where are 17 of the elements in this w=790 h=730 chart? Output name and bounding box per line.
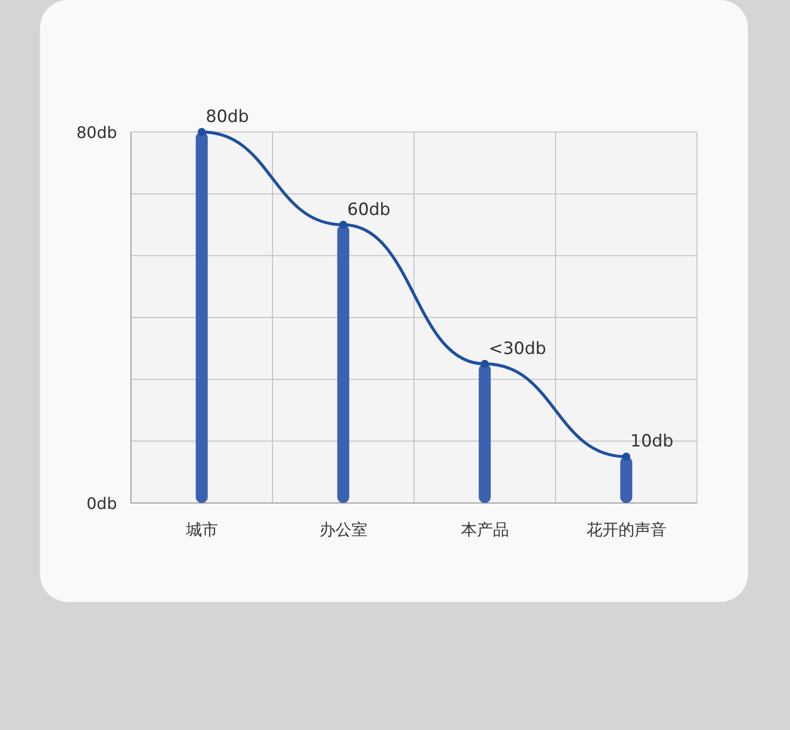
bar xyxy=(196,132,208,503)
point xyxy=(622,452,630,461)
bar xyxy=(620,456,632,503)
bar xyxy=(478,364,491,503)
data-label: 80db xyxy=(206,107,249,127)
data-label: 10db xyxy=(630,432,674,452)
x-tick-label: 花开的声音 xyxy=(586,520,666,539)
data-label: 60db xyxy=(347,200,390,220)
x-tick-label: 办公室 xyxy=(319,520,368,539)
point xyxy=(198,128,206,136)
point xyxy=(339,220,348,229)
bar xyxy=(337,224,350,503)
point xyxy=(480,360,489,368)
x-tick-label: 本产品 xyxy=(460,520,509,539)
x-tick-label: 城市 xyxy=(184,520,218,539)
y-tick-label: 0db xyxy=(86,494,117,513)
data-label: <30db xyxy=(488,338,546,359)
